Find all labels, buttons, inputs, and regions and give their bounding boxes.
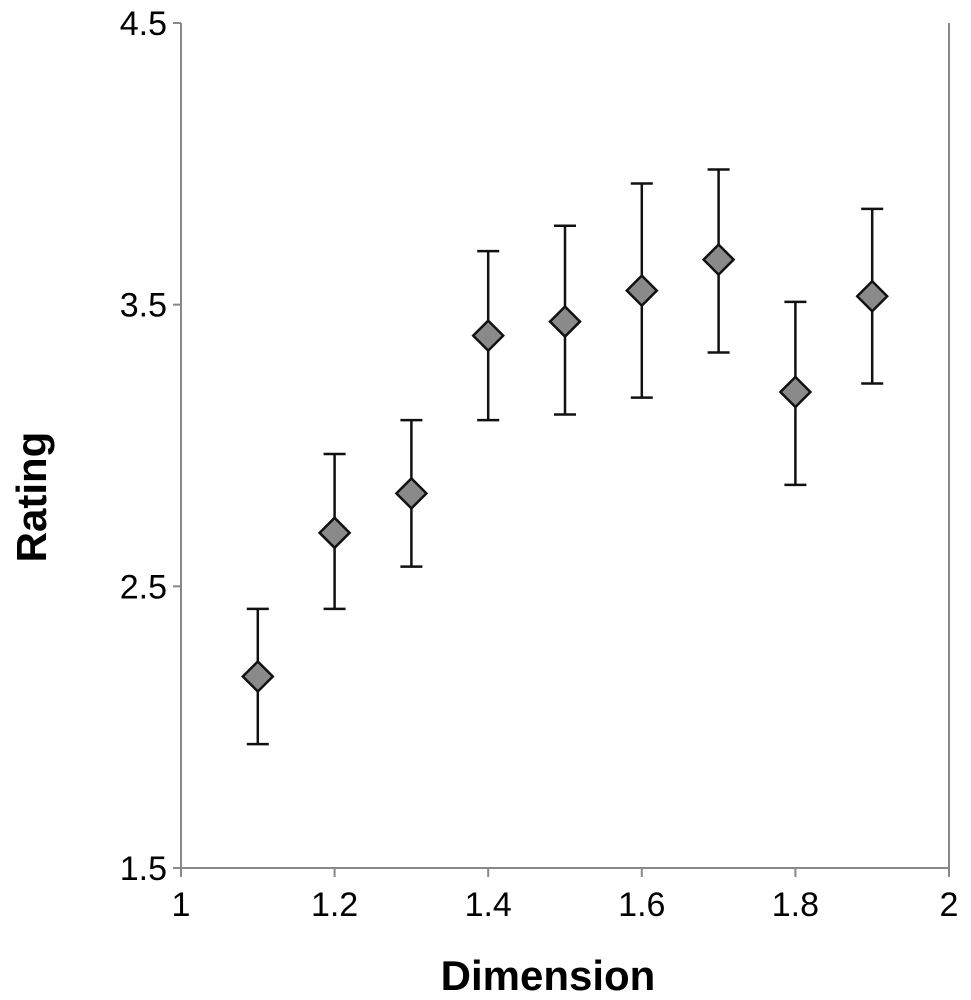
data-marks xyxy=(241,168,889,746)
data-point-group xyxy=(241,607,275,746)
x-tick-label: 1.8 xyxy=(772,886,819,924)
data-point-group xyxy=(625,182,659,399)
data-point-group xyxy=(855,207,889,385)
x-tick-label: 2 xyxy=(940,886,959,924)
data-point xyxy=(548,304,582,339)
axes: 1.5 2.5 3.5 4.5 1 1.2 1.4 1.6 1.8 2 xyxy=(120,5,959,924)
data-point-group xyxy=(394,418,429,568)
data-point xyxy=(471,318,505,353)
data-point xyxy=(625,273,659,308)
x-tick-label: 1.6 xyxy=(618,886,665,924)
y-tick-label: 2.5 xyxy=(120,568,167,606)
x-tick-label: 1.4 xyxy=(465,886,512,924)
data-point-group xyxy=(471,249,505,422)
y-tick-label: 3.5 xyxy=(120,287,167,325)
data-point xyxy=(778,375,813,409)
data-point-group xyxy=(548,224,582,416)
data-point xyxy=(317,516,352,550)
y-tick-label: 1.5 xyxy=(120,850,167,888)
data-point xyxy=(701,242,736,277)
data-point xyxy=(241,659,275,694)
x-axis-title: Dimension xyxy=(441,952,656,999)
data-point-group xyxy=(317,452,352,611)
data-point-group xyxy=(701,168,736,354)
data-point xyxy=(855,279,889,313)
x-tick-label: 1 xyxy=(172,886,191,924)
y-axis-title: Rating xyxy=(8,432,55,563)
data-point-group xyxy=(778,300,813,487)
x-tick-label: 1.2 xyxy=(311,886,358,924)
y-tick-label: 4.5 xyxy=(120,5,167,43)
data-point xyxy=(394,476,429,511)
